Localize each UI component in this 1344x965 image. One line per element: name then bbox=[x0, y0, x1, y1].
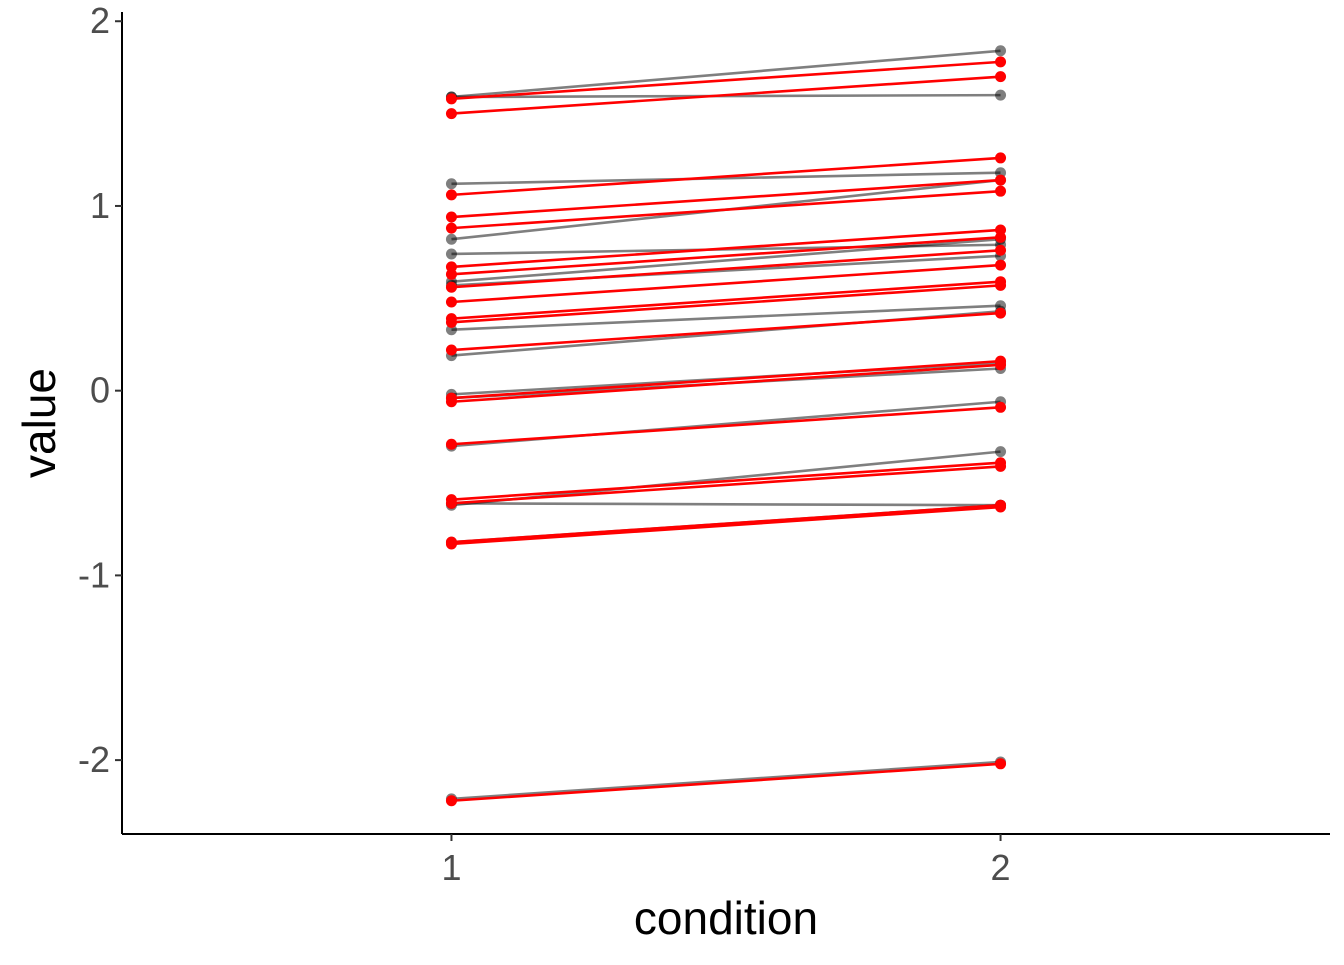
highlight-point bbox=[995, 279, 1007, 291]
highlight-line bbox=[451, 359, 1001, 400]
highlight-line bbox=[451, 503, 1001, 544]
highlight-line bbox=[451, 228, 1001, 269]
highlight-point bbox=[445, 316, 457, 328]
highlight-line bbox=[451, 284, 1001, 324]
highlight-point bbox=[995, 244, 1007, 256]
highlight-point bbox=[445, 189, 457, 201]
highlight-line bbox=[451, 406, 1001, 446]
highlight-series-3 bbox=[445, 152, 1007, 201]
observed-line bbox=[451, 49, 1001, 99]
highlight-point bbox=[995, 401, 1007, 413]
highlight-point bbox=[445, 268, 457, 280]
highlight-point bbox=[995, 174, 1007, 186]
observed-point bbox=[445, 178, 457, 190]
highlight-line bbox=[451, 236, 1001, 276]
highlight-series-5 bbox=[445, 185, 1007, 234]
highlight-point bbox=[445, 108, 457, 120]
highlight-line bbox=[451, 363, 1001, 404]
observed-point bbox=[995, 446, 1007, 458]
highlight-point bbox=[445, 211, 457, 223]
highlight-point bbox=[445, 396, 457, 408]
highlight-series-4 bbox=[445, 174, 1007, 223]
highlight-line bbox=[451, 60, 1001, 101]
highlight-line bbox=[451, 189, 1001, 230]
highlight-point bbox=[445, 438, 457, 450]
highlight-series-15 bbox=[445, 401, 1007, 450]
highlight-line bbox=[451, 248, 1001, 289]
highlight-point bbox=[995, 152, 1007, 164]
observed-line bbox=[451, 237, 1001, 283]
observed-series-12 bbox=[445, 396, 1007, 452]
observed-line bbox=[451, 304, 1001, 332]
y-tick-label: -1 bbox=[78, 554, 110, 595]
x-axis-title: condition bbox=[634, 892, 818, 944]
highlight-line bbox=[451, 505, 1001, 546]
highlight-series-20 bbox=[445, 758, 1007, 807]
x-tick-label: 1 bbox=[441, 847, 461, 888]
highlight-point bbox=[445, 795, 457, 807]
highlight-point bbox=[995, 231, 1007, 243]
highlight-series-12 bbox=[445, 307, 1007, 356]
y-tick-label: -2 bbox=[78, 739, 110, 780]
highlight-series-7 bbox=[445, 231, 1007, 280]
highlight-point bbox=[995, 185, 1007, 197]
observed-point bbox=[995, 45, 1007, 57]
highlight-series-19 bbox=[445, 501, 1007, 550]
highlight-point bbox=[995, 501, 1007, 513]
y-tick-label: 2 bbox=[90, 0, 110, 41]
highlight-point bbox=[995, 359, 1007, 371]
data-marks bbox=[445, 45, 1007, 807]
y-tick-label: 1 bbox=[90, 185, 110, 226]
highlight-line bbox=[451, 280, 1001, 320]
highlight-point bbox=[445, 497, 457, 509]
y-axis-title: value bbox=[13, 368, 65, 478]
observed-series-14 bbox=[445, 497, 1007, 511]
highlight-line bbox=[451, 75, 1001, 115]
y-tick-label: 0 bbox=[90, 370, 110, 411]
highlight-point bbox=[995, 758, 1007, 770]
highlight-point bbox=[995, 307, 1007, 319]
highlight-series-9 bbox=[445, 259, 1007, 308]
observed-series-16 bbox=[445, 756, 1007, 805]
highlight-line bbox=[451, 156, 1001, 197]
axes: 2 1 0 -1 -2 1 2 bbox=[78, 0, 1330, 888]
observed-point bbox=[445, 233, 457, 245]
highlight-line bbox=[451, 311, 1001, 352]
highlight-point bbox=[445, 222, 457, 234]
highlight-point bbox=[445, 281, 457, 293]
highlight-series-14 bbox=[445, 359, 1007, 408]
highlight-series-17 bbox=[445, 460, 1007, 509]
highlight-point bbox=[995, 71, 1007, 83]
highlight-point bbox=[445, 538, 457, 550]
highlight-point bbox=[995, 56, 1007, 68]
highlight-line bbox=[451, 461, 1001, 501]
highlight-series-11 bbox=[445, 279, 1007, 328]
highlight-point bbox=[995, 259, 1007, 271]
highlight-point bbox=[995, 460, 1007, 472]
highlight-line bbox=[451, 263, 1001, 304]
highlight-point bbox=[445, 296, 457, 308]
highlight-point bbox=[445, 344, 457, 356]
observed-series-13 bbox=[445, 446, 1007, 511]
highlight-point bbox=[445, 93, 457, 105]
highlight-series-2 bbox=[445, 71, 1007, 120]
highlight-line bbox=[451, 762, 1001, 803]
highlight-line bbox=[451, 178, 1001, 219]
highlight-series-1 bbox=[445, 56, 1007, 105]
x-tick-label: 2 bbox=[991, 847, 1011, 888]
highlight-series-18 bbox=[445, 499, 1007, 548]
observed-line bbox=[451, 171, 1001, 186]
highlight-series-8 bbox=[445, 244, 1007, 293]
observed-line bbox=[451, 502, 1001, 507]
observed-point bbox=[445, 248, 457, 260]
observed-point bbox=[995, 89, 1007, 101]
highlight-line bbox=[451, 465, 1001, 505]
observed-line bbox=[451, 760, 1001, 801]
